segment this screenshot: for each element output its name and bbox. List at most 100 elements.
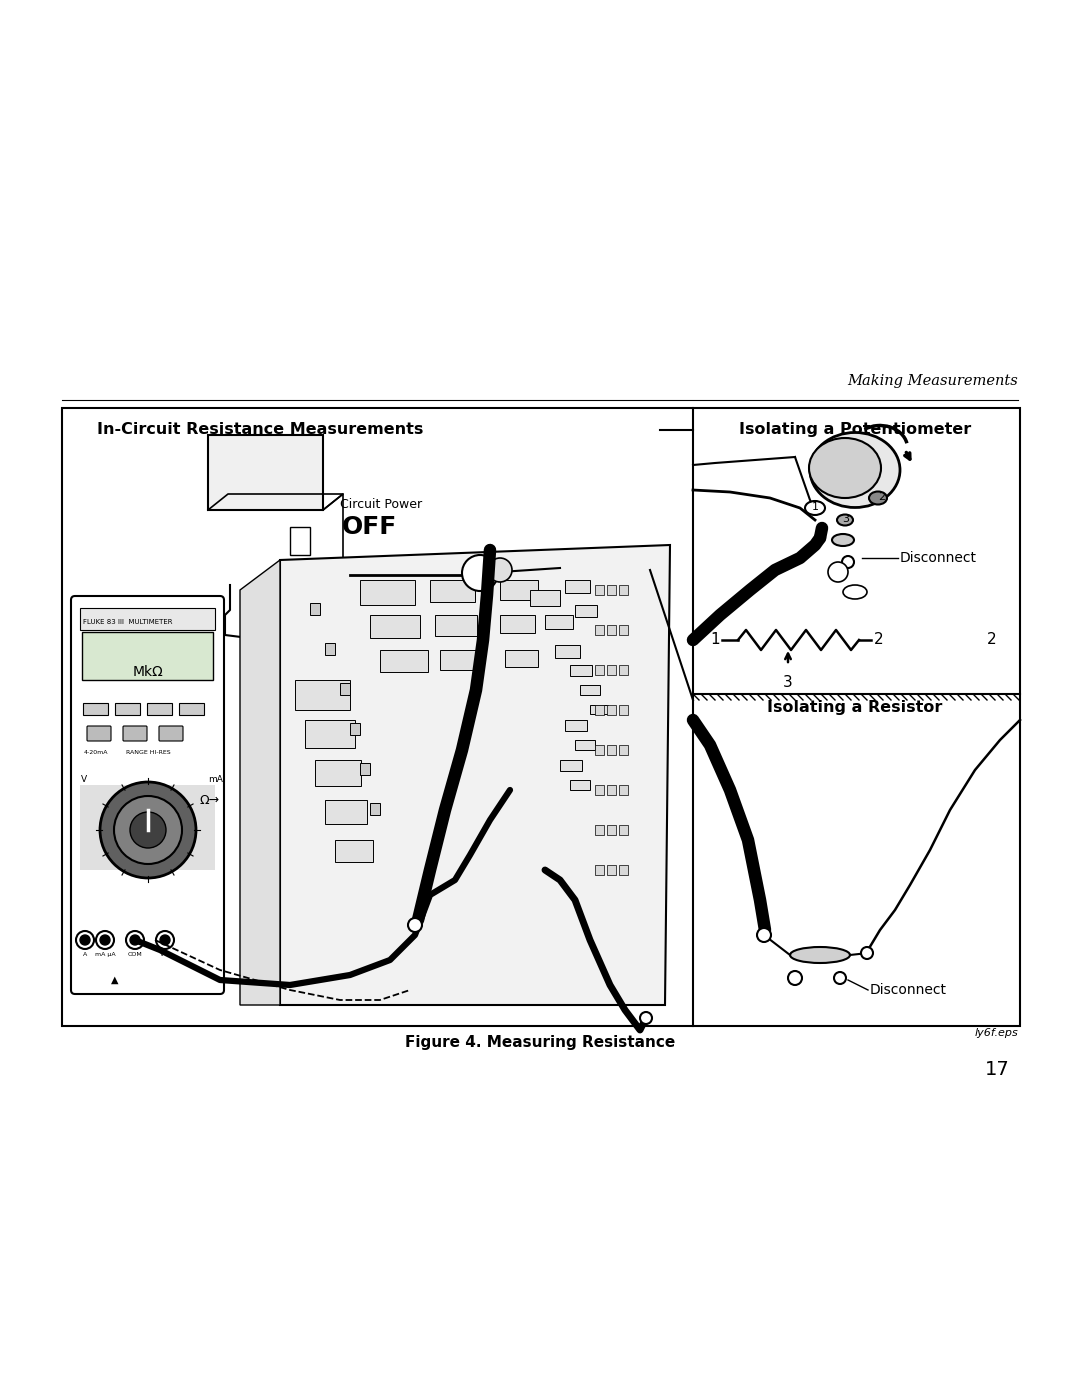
- Bar: [555, 645, 580, 658]
- Circle shape: [640, 1011, 652, 1024]
- Text: Circuit Power: Circuit Power: [340, 497, 422, 511]
- Bar: [291, 527, 310, 555]
- Bar: [595, 585, 604, 595]
- Text: mA: mA: [208, 775, 224, 785]
- Circle shape: [842, 556, 854, 569]
- Bar: [575, 605, 597, 617]
- Circle shape: [100, 782, 195, 877]
- Bar: [590, 705, 608, 714]
- FancyBboxPatch shape: [159, 726, 183, 740]
- Text: FLUKE 83 III  MULTIMETER: FLUKE 83 III MULTIMETER: [83, 619, 173, 624]
- Bar: [619, 865, 627, 875]
- Polygon shape: [240, 560, 280, 1004]
- Bar: [619, 705, 627, 715]
- Bar: [82, 631, 213, 680]
- Ellipse shape: [869, 492, 887, 504]
- Bar: [80, 785, 215, 870]
- Bar: [607, 665, 616, 675]
- Text: 2: 2: [878, 492, 886, 502]
- Bar: [440, 650, 480, 671]
- Bar: [83, 703, 108, 715]
- Text: Figure 4. Measuring Resistance: Figure 4. Measuring Resistance: [405, 1035, 675, 1051]
- Circle shape: [96, 930, 114, 949]
- Circle shape: [462, 555, 498, 591]
- Bar: [570, 780, 590, 789]
- Bar: [607, 826, 616, 835]
- Text: V: V: [81, 775, 87, 785]
- Bar: [370, 615, 420, 638]
- Bar: [619, 665, 627, 675]
- Bar: [545, 615, 573, 629]
- Bar: [179, 703, 204, 715]
- Circle shape: [130, 812, 166, 848]
- Text: 3: 3: [783, 675, 793, 690]
- Text: 17: 17: [985, 1060, 1010, 1078]
- Circle shape: [114, 796, 183, 863]
- Bar: [607, 624, 616, 636]
- Text: 3: 3: [842, 514, 850, 524]
- Bar: [305, 719, 355, 747]
- Circle shape: [80, 935, 90, 944]
- Text: COM: COM: [127, 951, 143, 957]
- Circle shape: [126, 930, 144, 949]
- FancyBboxPatch shape: [71, 597, 224, 995]
- Text: Ω→: Ω→: [200, 793, 220, 806]
- Circle shape: [156, 930, 174, 949]
- Bar: [619, 624, 627, 636]
- Bar: [325, 643, 335, 655]
- Bar: [380, 650, 428, 672]
- Ellipse shape: [843, 585, 867, 599]
- Circle shape: [488, 557, 512, 583]
- Circle shape: [757, 928, 771, 942]
- Text: Disconnect: Disconnect: [900, 550, 977, 564]
- Circle shape: [834, 972, 846, 983]
- Text: OFF: OFF: [342, 515, 397, 539]
- Bar: [595, 665, 604, 675]
- Circle shape: [861, 947, 873, 958]
- Bar: [595, 826, 604, 835]
- Bar: [607, 745, 616, 754]
- Bar: [340, 683, 350, 694]
- Text: A: A: [83, 951, 87, 957]
- Bar: [500, 615, 535, 633]
- Text: ly6f.eps: ly6f.eps: [974, 1028, 1018, 1038]
- Ellipse shape: [805, 502, 825, 515]
- Bar: [565, 580, 590, 592]
- Ellipse shape: [810, 433, 900, 507]
- Circle shape: [130, 935, 140, 944]
- Bar: [530, 590, 561, 606]
- Text: V Ω: V Ω: [160, 951, 171, 957]
- Bar: [607, 785, 616, 795]
- Bar: [208, 434, 323, 510]
- Polygon shape: [280, 545, 670, 1004]
- Circle shape: [100, 935, 110, 944]
- Text: 2: 2: [874, 633, 883, 647]
- Text: MkΩ: MkΩ: [133, 665, 163, 679]
- FancyBboxPatch shape: [87, 726, 111, 740]
- Bar: [295, 680, 350, 710]
- Ellipse shape: [789, 947, 850, 963]
- Bar: [114, 703, 140, 715]
- Bar: [360, 580, 415, 605]
- Text: RANGE HI-RES: RANGE HI-RES: [125, 750, 171, 754]
- Bar: [607, 705, 616, 715]
- Ellipse shape: [809, 439, 881, 497]
- Bar: [360, 763, 370, 775]
- Bar: [561, 760, 582, 771]
- Bar: [325, 800, 367, 824]
- Ellipse shape: [832, 534, 854, 546]
- Bar: [370, 803, 380, 814]
- Text: Disconnect: Disconnect: [870, 983, 947, 997]
- Text: 1: 1: [711, 633, 720, 647]
- Circle shape: [788, 971, 802, 985]
- Bar: [80, 608, 215, 630]
- Bar: [619, 585, 627, 595]
- Bar: [435, 615, 477, 636]
- Circle shape: [828, 562, 848, 583]
- Text: 4-20mA: 4-20mA: [84, 750, 108, 754]
- Ellipse shape: [837, 514, 853, 525]
- Text: 1: 1: [811, 502, 819, 511]
- Bar: [595, 785, 604, 795]
- Text: mA µA: mA µA: [95, 951, 116, 957]
- Bar: [607, 865, 616, 875]
